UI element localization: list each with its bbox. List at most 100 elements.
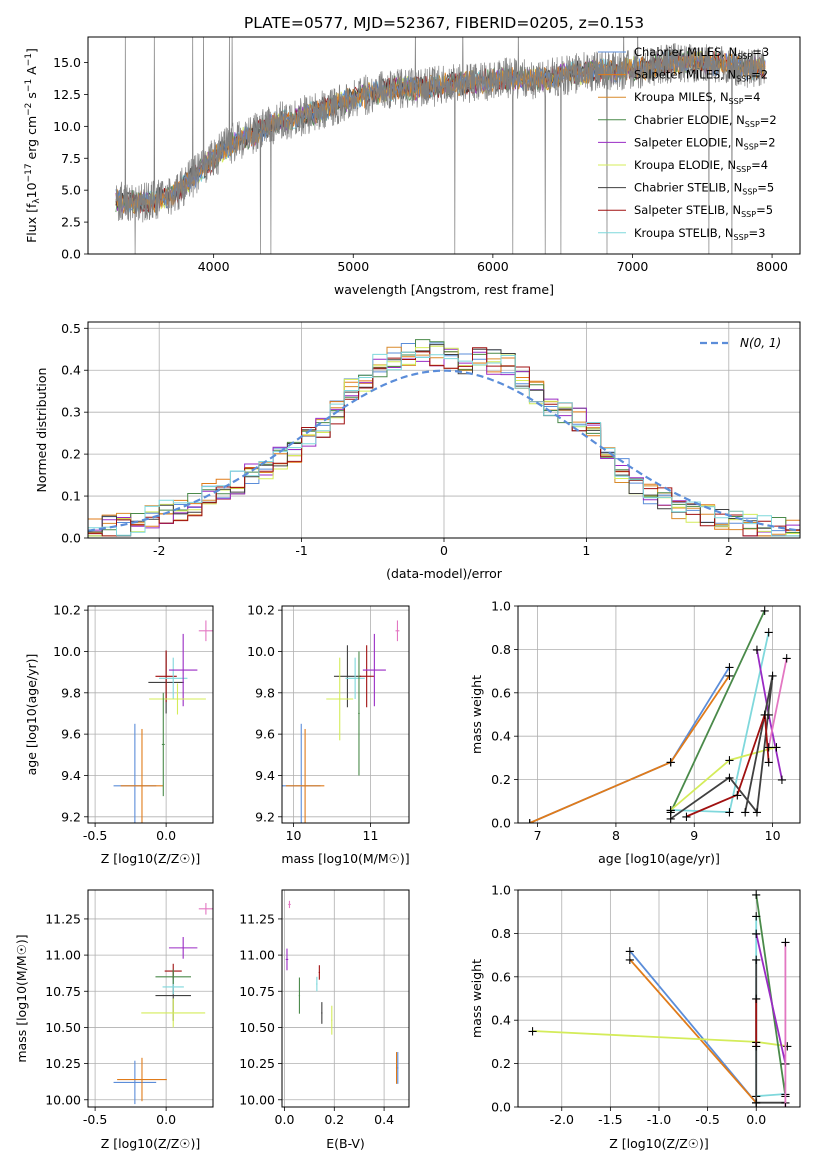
weight-Z-line-5 [755, 933, 787, 1064]
weight-age-marker: + [665, 803, 676, 818]
age-mass-ytick-label: 10.0 [247, 644, 275, 659]
weight-age-marker: + [665, 812, 676, 827]
ylabel-part: 10 [24, 182, 39, 198]
weight-Z-axes: -2.0 -1.5 -1.0 -0.5 0.00.00.20.40.60.81.0+++… [491, 883, 801, 1127]
mass-Z-frame [87, 889, 214, 1108]
age-mass-ytick-label: 10.2 [247, 603, 275, 618]
histogram-7 [88, 347, 800, 537]
age-mass-plot-area [282, 620, 400, 823]
weight-age-ytick-label: 0.0 [491, 816, 511, 831]
legend-sub: SSP [745, 120, 760, 129]
weight-age-marker: + [724, 660, 735, 675]
age-Z-ytick-label: 9.8 [61, 685, 81, 700]
spectrum-ylabel: Flux [fλ10−17 erg cm−2 s−1 A−1] [24, 48, 42, 243]
legend-sub: SSP [729, 97, 744, 106]
weight-age-marker: + [759, 604, 770, 619]
residuals-xtick-label: 2 [725, 543, 733, 558]
legend-label-3: Chabrier ELODIE, NSSP=2 [634, 113, 777, 129]
age-mass-ytick-label: 9.2 [255, 809, 275, 824]
legend-label-0: Chabrier MILES, NSSP=3 [634, 45, 769, 61]
legend-label-6: Chabrier STELIB, NSSP=5 [634, 181, 774, 197]
spectrum-xtick-label: 8000 [756, 259, 788, 274]
legend-text: Chabrier ELODIE, N [634, 113, 745, 127]
weight-age-marker: + [777, 773, 788, 788]
legend-sub: SSP [744, 142, 759, 151]
mass-Z-ytick-label: 10.75 [45, 984, 81, 999]
age-Z-ytick-label: 10.0 [53, 644, 81, 659]
residuals-ytick-label: 0.5 [61, 321, 81, 336]
weight-age-axes: 7 8 9 100.00.20.40.60.81.0+++++++++ ++++++++… [491, 599, 801, 843]
mass-ebv-axes: 0.0 0.2 0.4 10.00 10.25 10.50 10.75 11.00 11.25 [239, 889, 410, 1127]
age-Z-ytick-label: 9.6 [61, 727, 81, 742]
weight-Z-ylabel: mass weight [469, 959, 484, 1038]
legend-label-8: Kroupa STELIB, NSSP=3 [634, 226, 765, 242]
age-mass-ytick-label: 9.6 [255, 727, 275, 742]
residuals-xtick-label: -1 [295, 543, 307, 558]
ageMass-xlabel: mass [log10(M/M☉)] [281, 851, 409, 866]
age-Z-xtick-label: -0.5 [83, 828, 107, 843]
weight-age-marker: + [767, 669, 778, 684]
mass-ebv-ytick-label: 10.75 [239, 984, 275, 999]
age-mass-ytick-label: 9.8 [255, 685, 275, 700]
legend-text: Chabrier STELIB, N [634, 181, 742, 195]
weight-Z-xtick-label: 0.0 [746, 1112, 766, 1127]
ylabel-sup2: −2 [24, 103, 34, 116]
age-Z-plot-area [113, 620, 213, 823]
weight-Z-ytick-label: 0.2 [491, 1056, 511, 1071]
legend-label-1: Salpeter MILES, NSSP=2 [634, 68, 768, 84]
mass-ebv-xtick-label: 0.4 [374, 1112, 394, 1127]
weight-age-plot-area: +++++++++ +++++++++++++++++++ [524, 604, 792, 832]
ylabel-part4: A [24, 66, 39, 79]
legend-text-end: =3 [752, 45, 769, 59]
residuals-xtick-label: 0 [440, 543, 448, 558]
weight-Z-ytick-label: 1.0 [491, 883, 511, 898]
mass-ebv-ytick-label: 10.50 [239, 1020, 275, 1035]
weight-age-marker: + [681, 810, 692, 825]
weight-Z-xtick-label: -1.0 [647, 1112, 671, 1127]
legend-text: Salpeter ELODIE, N [634, 135, 744, 149]
ylabel-sub: λ [32, 198, 42, 204]
weight-age-xtick-label: 10 [765, 828, 781, 843]
ylabel-part3: s [24, 92, 39, 103]
spectrum-xtick-label: 6000 [477, 259, 509, 274]
gaussian-curve [88, 369, 798, 532]
weight-Z-marker: + [751, 888, 762, 903]
legend-label-2: Kroupa MILES, NSSP=4 [634, 90, 760, 106]
legend-text-end: =4 [751, 158, 768, 172]
weight-age-ytick-label: 0.6 [491, 685, 511, 700]
weight-age-marker: + [751, 806, 762, 821]
weight-Z-plot-area: ++++++ +++++ +++++ +++++ [527, 888, 793, 1107]
residuals-axes: -2 -1 0 1 2 0.0 0.1 0.2 0.3 0.4 0.5 [61, 321, 801, 558]
mass-ebv-xtick-label: 0.2 [324, 1112, 344, 1127]
weight-age-marker: + [665, 803, 676, 818]
legend-text-end: =2 [759, 135, 776, 149]
weight-age-line-1 [529, 674, 731, 823]
age-Z-ytick-label: 10.2 [53, 603, 81, 618]
residuals-xlabel: (data-model)/error [386, 566, 503, 581]
legend-sub: SSP [736, 75, 751, 84]
age-mass-xtick-label: 10 [286, 828, 302, 843]
weight-age-ytick-label: 0.8 [491, 642, 511, 657]
residuals-frame [87, 321, 801, 539]
weight-Z-ytick-label: 0.6 [491, 969, 511, 984]
weight-age-marker: + [740, 806, 751, 821]
residuals-xtick-label: -2 [153, 543, 165, 558]
weight-age-marker: + [665, 756, 676, 771]
spectrum-data-line [115, 37, 766, 254]
weight-Z-line-0 [629, 950, 757, 1104]
weight-age-marker: + [763, 756, 774, 771]
weight-Z-marker: + [751, 927, 762, 942]
mass-Z-ytick-label: 11.25 [45, 911, 81, 926]
legend-text: Kroupa STELIB, N [634, 226, 734, 240]
weight-age-marker: + [524, 817, 535, 832]
residuals-ytick-label: 0.1 [61, 489, 81, 504]
spectrum-plot-area [115, 37, 766, 254]
spectrum-ytick-label: 7.5 [61, 151, 81, 166]
spectrum-ytick-label: 2.5 [61, 215, 81, 230]
ylabel-sup3: −1 [24, 79, 34, 92]
weight-age-ylabel: mass weight [469, 675, 484, 754]
weight-Z-marker: + [624, 953, 635, 968]
weight-Z-marker: + [751, 1040, 762, 1055]
weight-age-marker: + [724, 806, 735, 821]
